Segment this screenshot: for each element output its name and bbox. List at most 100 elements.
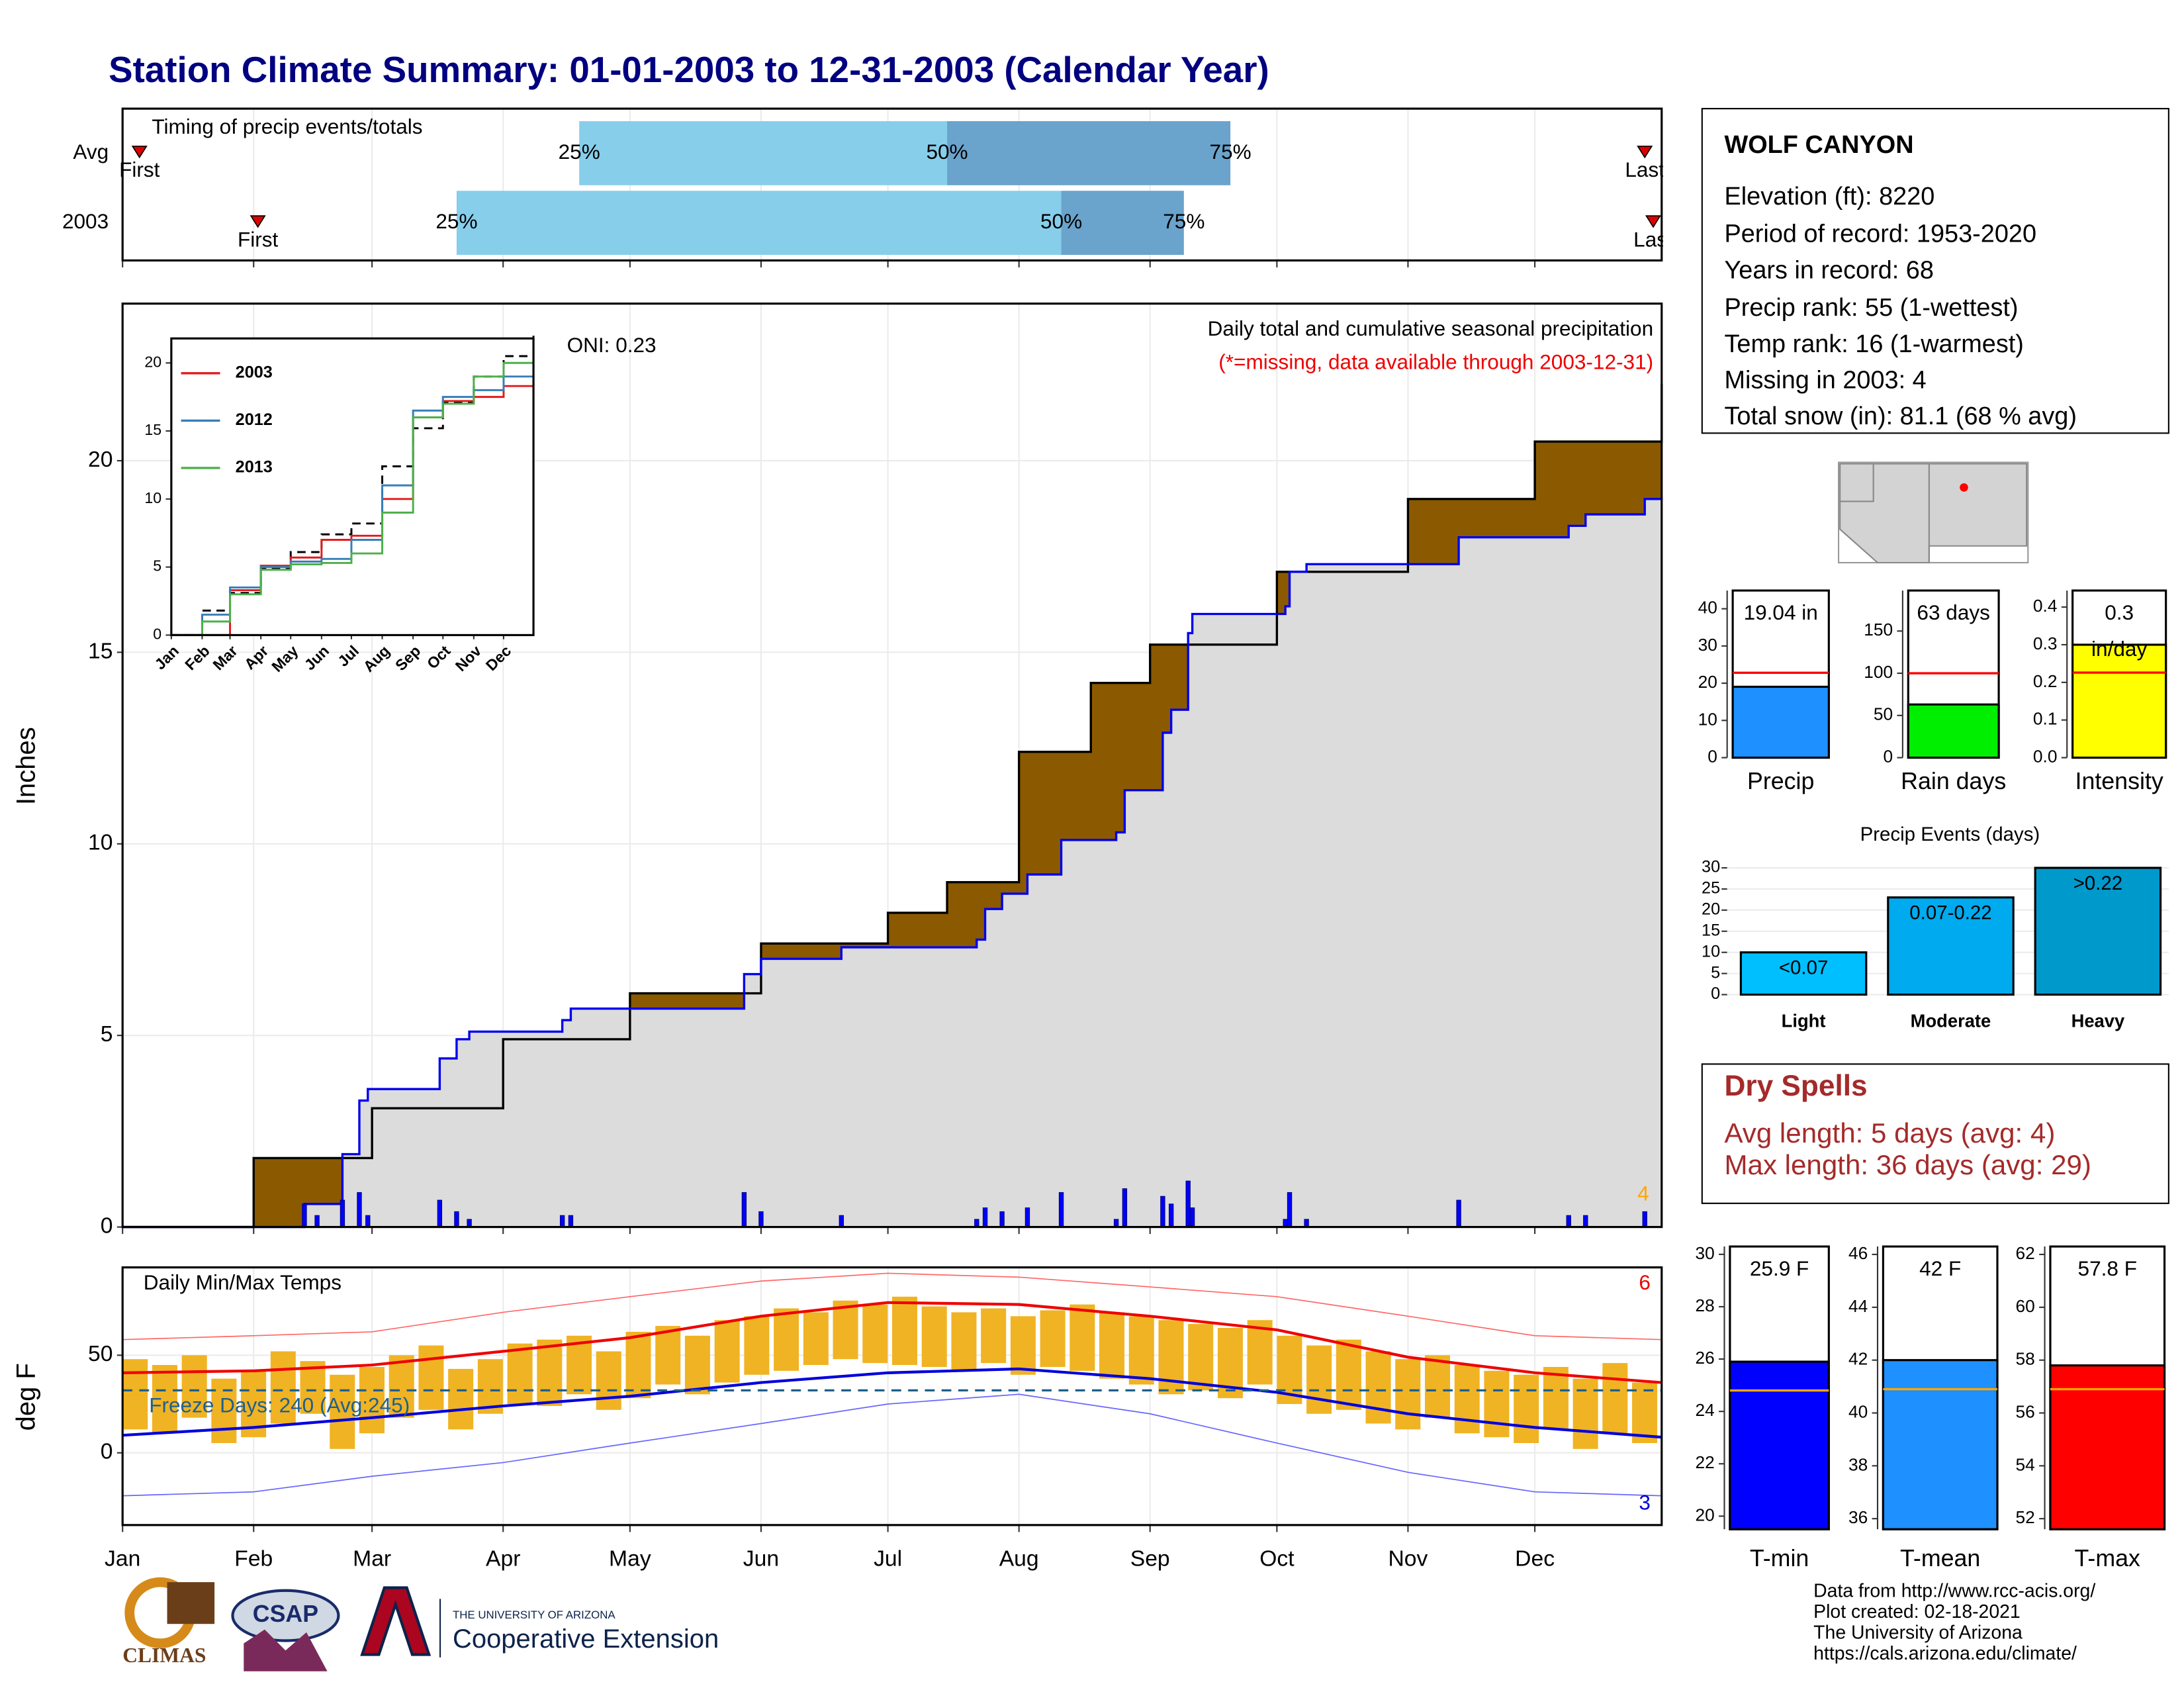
legend-label: 2013 (236, 458, 273, 477)
logos: CLIMAS CSAP THE UNIVERSITY OF ARIZONA Co… (122, 1577, 719, 1671)
y-tick-label: 50 (1874, 704, 1893, 724)
temp-range-bar (567, 1335, 592, 1395)
temp-range-bar (1040, 1310, 1066, 1367)
temp-range-bar (744, 1316, 770, 1375)
bar (2049, 1364, 2166, 1530)
quantile-label: 25% (435, 209, 477, 233)
temp-range-bar (1543, 1366, 1569, 1430)
y-tick-label: 100 (1864, 662, 1893, 682)
x-tick-label: Moderate (1911, 1011, 1991, 1031)
temp-range-bar (418, 1345, 444, 1410)
temp-range-bar (1336, 1339, 1361, 1410)
climas-text: CLIMAS (122, 1644, 206, 1667)
chart-title: Precip Events (days) (1860, 823, 2040, 845)
value-label: 42 F (1919, 1256, 1961, 1280)
row-label: 2003 (62, 209, 109, 233)
extension-text: Cooperative Extension (453, 1624, 719, 1654)
station-line: Period of record: 1953-2020 (1724, 220, 2036, 248)
temp-range-bar (1099, 1312, 1125, 1379)
y-tick-label: 28 (1695, 1295, 1714, 1315)
bar (1882, 1359, 1999, 1530)
temp-range-bar (1454, 1365, 1480, 1434)
daily-bar (559, 1215, 565, 1228)
value-label: 63 days (1917, 600, 1990, 624)
x-tick-label: Rain days (1901, 768, 2006, 794)
line (122, 497, 1663, 1229)
y-tick-label: 0.4 (2033, 596, 2058, 616)
daily-bar (1566, 1215, 1571, 1228)
range-bar (1061, 191, 1184, 256)
dry-spells-line: Max length: 36 days (avg: 29) (1724, 1149, 2091, 1180)
x-tick-label: Intensity (2075, 768, 2163, 794)
y-tick-label: 0.1 (2033, 709, 2058, 729)
temp-range-bar (714, 1320, 740, 1383)
bar (1739, 951, 1868, 996)
y-tick-label: 22 (1695, 1452, 1714, 1472)
station-lines: Elevation (ft): 8220 Period of record: 1… (1724, 183, 2076, 430)
y-tick-label: 10 (1698, 709, 1717, 729)
chart-title: Daily Min/Max Temps (144, 1270, 341, 1294)
daily-bar (454, 1211, 459, 1228)
temp-range-bar (1632, 1382, 1658, 1443)
y-axis-label: deg F (12, 1363, 41, 1430)
temp-range-bar (1424, 1355, 1451, 1418)
value-label: 19.04 in (1744, 600, 1818, 624)
x-tick-label: T-min (1750, 1545, 1809, 1571)
x-tick-label: Heavy (2071, 1011, 2125, 1031)
temp-range-bar (359, 1366, 385, 1434)
y-tick-label: 30 (1698, 635, 1717, 655)
quantile-label: 75% (1163, 209, 1205, 233)
quantile-label: 75% (1210, 140, 1251, 164)
daily-bar (1583, 1215, 1588, 1228)
temp-range-bar (1188, 1324, 1214, 1391)
y-tick-label: 150 (1864, 620, 1893, 639)
y-tick-label: 58 (2016, 1349, 2035, 1369)
daily-bar (1122, 1188, 1128, 1228)
chart-title: Daily total and cumulative seasonal prec… (1208, 316, 1653, 340)
range-bar (456, 191, 1062, 256)
event-label: Last (1625, 158, 1664, 181)
y-tick-label: 42 (1848, 1349, 1868, 1369)
y-tick-label: 26 (1695, 1348, 1714, 1368)
daily-bar (1168, 1203, 1174, 1228)
bar (1731, 685, 1830, 759)
x-tick-label: Sep (1130, 1546, 1170, 1571)
temp-range-bar (448, 1368, 474, 1430)
x-tick-label: Aug (999, 1546, 1039, 1571)
y-tick-label: 30 (1695, 1243, 1714, 1263)
event-marker (1645, 215, 1662, 228)
value-label: 57.8 F (2078, 1256, 2137, 1280)
y-tick-label: 62 (2016, 1243, 2035, 1263)
temp-range-bar (1572, 1378, 1598, 1449)
daily-bar (974, 1219, 979, 1228)
temp-range-bar (477, 1359, 503, 1414)
line (171, 376, 535, 636)
y-tick-label: 56 (2016, 1401, 2035, 1421)
y-axis-label: Inches (12, 727, 41, 805)
temp-range-bar (152, 1365, 177, 1434)
x-tick-label: Precip (1747, 768, 1814, 794)
temp-range-bar (891, 1296, 918, 1366)
daily-bar (982, 1207, 988, 1228)
y-tick-label: 0.2 (2033, 671, 2058, 691)
station-name: WOLF CANYON (1724, 131, 1913, 159)
daily-bar (1642, 1211, 1647, 1228)
temp-range-bar (300, 1361, 326, 1414)
y-tick-label: 15 (1702, 921, 1720, 939)
y-tick-label: 52 (2016, 1507, 2035, 1527)
quantile-label: 50% (926, 140, 968, 164)
y-tick-label: 0 (1883, 747, 1893, 767)
y-tick-label: 20 (88, 447, 113, 472)
y-tick-label: 0 (153, 626, 161, 643)
bar (1907, 703, 2000, 759)
x-tick-label: Light (1782, 1011, 1826, 1031)
ua-logo (360, 1586, 432, 1656)
daily-bar (839, 1215, 844, 1228)
daily-bar (1058, 1192, 1064, 1228)
daily-bar (467, 1219, 472, 1228)
daily-bar (1160, 1196, 1165, 1228)
footer-line: https://cals.arizona.edu/climate/ (1813, 1643, 2077, 1664)
daily-bar (1189, 1207, 1195, 1228)
bar (1729, 1360, 1830, 1530)
